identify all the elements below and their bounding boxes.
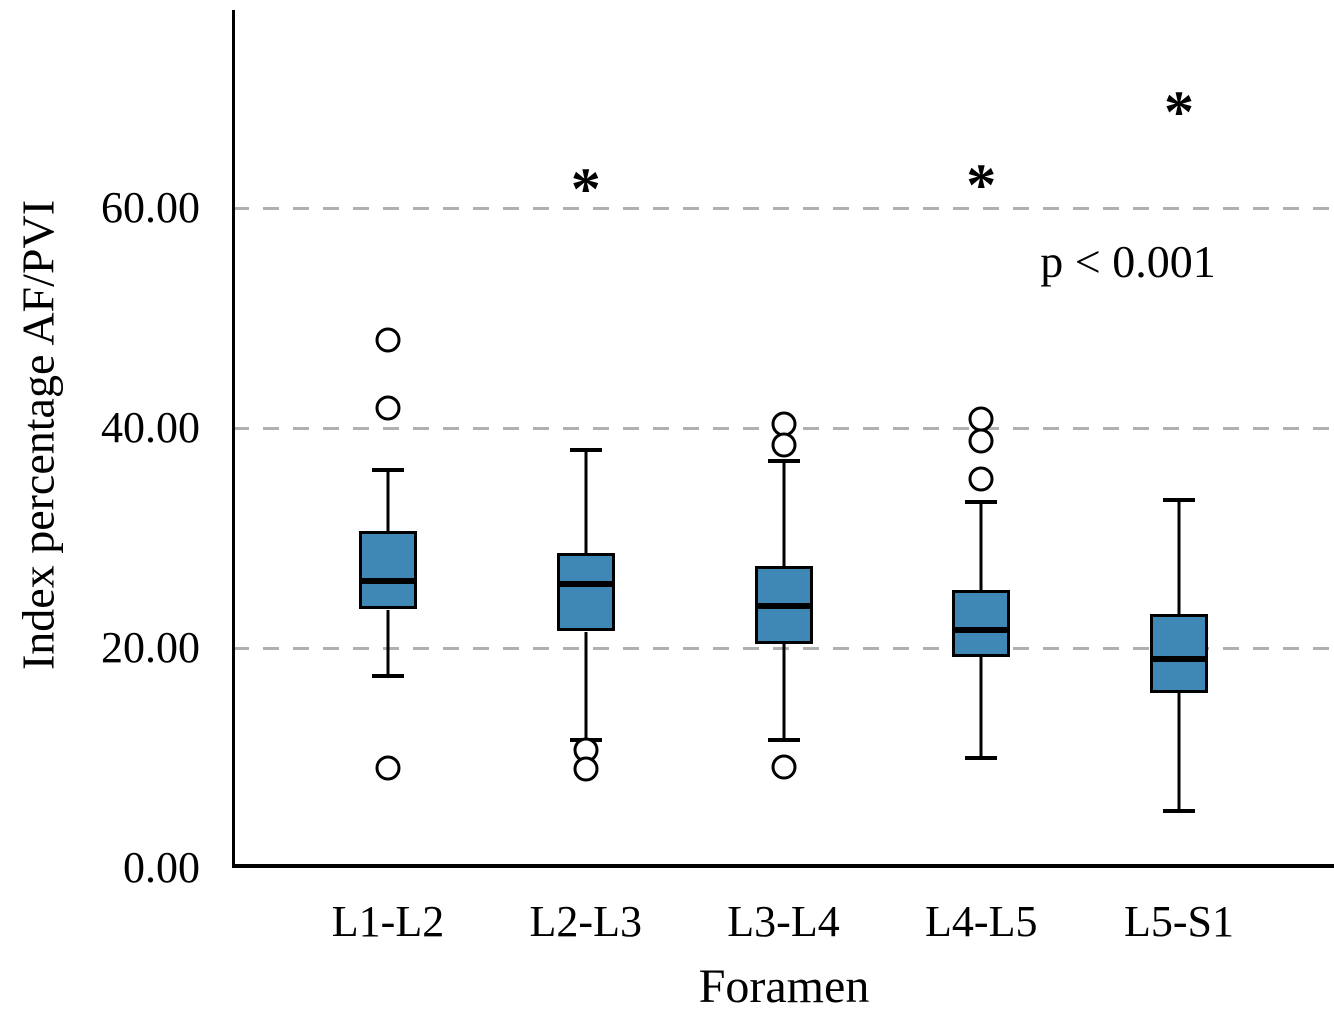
whisker-lower-line [782, 643, 785, 741]
whisker-cap-top [767, 459, 800, 463]
whisker-upper-line [979, 501, 983, 590]
whisker-lower-line [1177, 693, 1181, 811]
median-line [952, 627, 1011, 634]
whisker-cap-top [372, 467, 404, 472]
x-category-label: L5-S1 [1124, 897, 1234, 946]
median-line [754, 603, 813, 610]
y-tick-label: 0.00 [123, 843, 200, 892]
outlier-point [771, 432, 796, 457]
outlier-point [771, 754, 796, 780]
whisker-upper-line [386, 469, 390, 532]
outlier-point [375, 327, 401, 353]
outlier-point [375, 395, 401, 421]
box [556, 553, 615, 632]
box [359, 531, 417, 610]
outlier-point [573, 756, 599, 782]
outlier-point [968, 428, 994, 454]
significance-asterisk: * [570, 155, 601, 222]
x-category-label: L1-L2 [331, 897, 445, 946]
whisker-lower-line [979, 656, 983, 758]
whisker-cap-bottom [1163, 808, 1195, 813]
box [1150, 613, 1208, 694]
whisker-cap-top [965, 499, 998, 504]
whisker-cap-bottom [372, 673, 404, 678]
whisker-cap-bottom [767, 738, 800, 743]
median-line [359, 577, 417, 584]
whisker-upper-line [584, 450, 588, 554]
x-axis-line [232, 864, 1334, 868]
whisker-cap-bottom [965, 756, 998, 760]
whisker-upper-line [782, 461, 785, 566]
whisker-upper-line [1177, 499, 1181, 614]
significance-asterisk: * [1164, 78, 1194, 145]
y-axis-line [232, 10, 235, 866]
median-line [1150, 656, 1208, 662]
y-tick-label: 20.00 [101, 623, 200, 672]
whisker-lower-line [386, 609, 390, 676]
outlier-point [375, 755, 401, 781]
significance-asterisk: * [966, 152, 997, 219]
x-category-label: L2-L3 [529, 897, 642, 946]
whisker-lower-line [584, 631, 588, 741]
y-tick-label: 40.00 [101, 403, 200, 452]
x-category-label: L3-L4 [727, 897, 840, 946]
median-line [556, 581, 615, 588]
box [952, 589, 1011, 657]
gridline [233, 206, 1334, 210]
outlier-point [968, 466, 994, 492]
whisker-cap-top [1163, 497, 1195, 502]
p-value-annotation: p < 0.001 [1040, 236, 1216, 287]
y-tick-label: 60.00 [101, 183, 200, 232]
x-category-label: L4-L5 [925, 897, 1038, 946]
x-axis-title: Foramen [698, 960, 870, 1013]
whisker-cap-top [569, 448, 602, 452]
